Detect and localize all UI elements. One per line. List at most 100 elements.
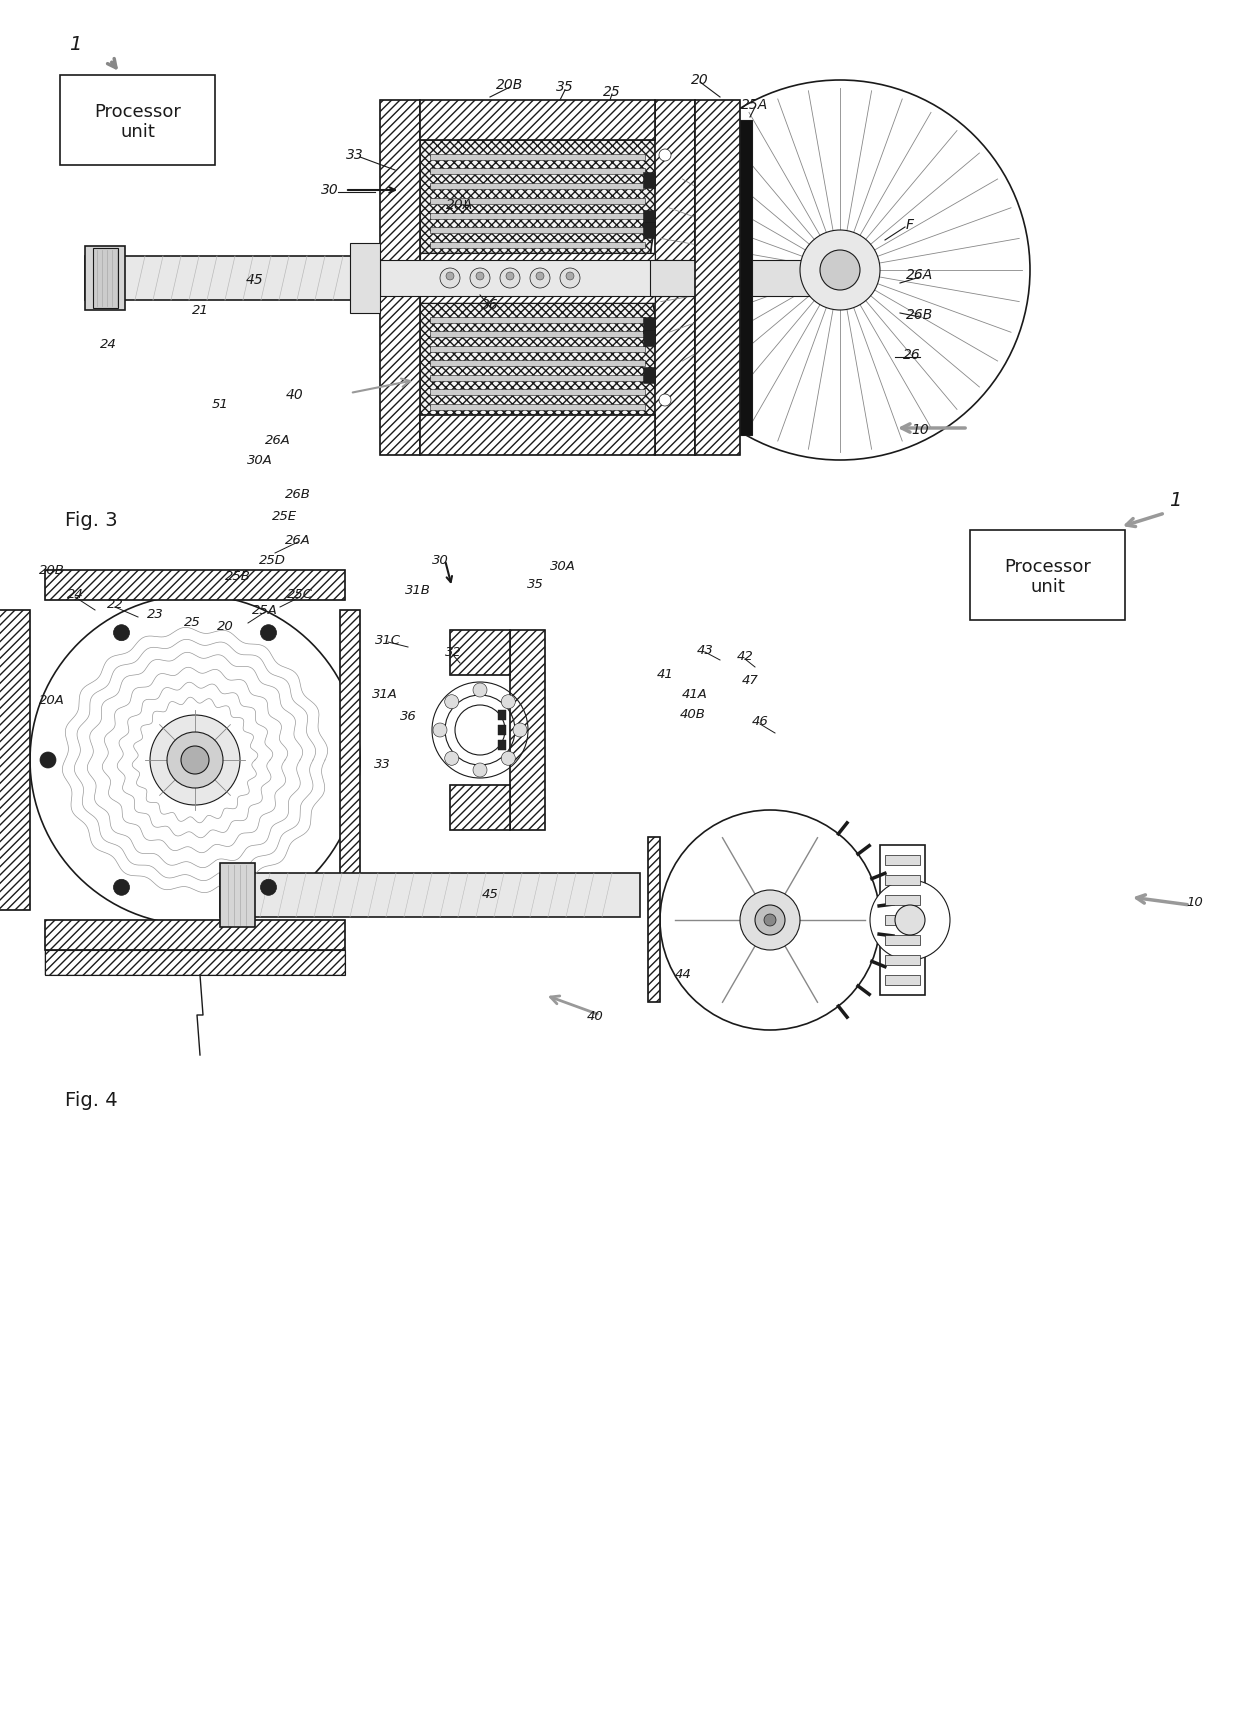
Bar — [430, 227, 645, 232]
Bar — [694, 101, 740, 455]
Bar — [885, 914, 920, 925]
Bar — [420, 141, 655, 253]
Bar — [86, 246, 125, 311]
Circle shape — [114, 880, 129, 895]
Text: 22: 22 — [107, 599, 123, 611]
Text: 26B: 26B — [906, 309, 934, 323]
Circle shape — [181, 746, 210, 774]
Bar — [885, 855, 920, 866]
Text: 20A: 20A — [446, 198, 474, 212]
Circle shape — [536, 272, 544, 279]
Text: 31C: 31C — [374, 633, 401, 647]
Bar — [498, 741, 506, 750]
Text: Fig. 4: Fig. 4 — [64, 1091, 118, 1109]
Bar — [379, 101, 420, 455]
Bar — [420, 415, 655, 455]
Bar — [510, 630, 546, 829]
Circle shape — [500, 267, 520, 288]
Bar — [420, 304, 655, 415]
Bar — [450, 630, 510, 675]
Text: 41A: 41A — [682, 689, 708, 701]
Bar — [45, 951, 345, 975]
Bar — [649, 838, 660, 1003]
Text: unit: unit — [120, 123, 155, 141]
Text: 40B: 40B — [680, 708, 706, 722]
Circle shape — [506, 272, 515, 279]
Text: 30A: 30A — [551, 560, 575, 574]
Text: 1: 1 — [1169, 491, 1182, 510]
Bar — [60, 75, 215, 165]
Text: Fig. 3: Fig. 3 — [64, 510, 118, 529]
Text: 36: 36 — [399, 711, 417, 723]
Text: 20: 20 — [691, 73, 709, 87]
Circle shape — [470, 267, 490, 288]
Bar — [498, 725, 506, 736]
Text: 20B: 20B — [496, 78, 523, 92]
Text: 33: 33 — [346, 147, 363, 161]
Text: 10: 10 — [911, 423, 929, 437]
Bar — [420, 415, 655, 455]
Bar — [45, 571, 345, 600]
Text: 40: 40 — [286, 389, 304, 403]
Text: 46: 46 — [751, 715, 769, 729]
Bar — [430, 361, 645, 366]
Text: 26: 26 — [903, 349, 921, 363]
Text: 30: 30 — [321, 182, 339, 198]
Circle shape — [150, 715, 241, 805]
Circle shape — [30, 595, 360, 925]
Bar — [649, 838, 660, 1003]
Circle shape — [755, 906, 785, 935]
Circle shape — [501, 694, 516, 708]
Text: 21: 21 — [192, 304, 208, 316]
Circle shape — [476, 272, 484, 279]
Text: 45: 45 — [246, 272, 264, 286]
Circle shape — [650, 80, 1030, 460]
Bar — [420, 253, 655, 304]
Text: 31B: 31B — [405, 583, 432, 597]
Text: 40: 40 — [587, 1010, 604, 1024]
Bar — [655, 101, 694, 455]
Bar — [430, 345, 645, 352]
Bar — [0, 611, 30, 909]
Bar — [885, 895, 920, 906]
Circle shape — [740, 890, 800, 951]
Circle shape — [560, 267, 580, 288]
Bar — [430, 154, 645, 160]
Text: 36: 36 — [481, 298, 498, 312]
Text: 26A: 26A — [906, 267, 934, 283]
Circle shape — [565, 272, 574, 279]
Circle shape — [114, 625, 129, 640]
Bar — [45, 951, 345, 975]
Bar — [430, 316, 645, 323]
Text: 51: 51 — [212, 399, 228, 411]
Text: 24: 24 — [99, 338, 117, 352]
Bar — [420, 141, 655, 253]
Text: F: F — [906, 219, 914, 232]
Bar — [880, 845, 925, 994]
Text: 42: 42 — [737, 651, 754, 663]
Text: 25E: 25E — [273, 510, 298, 524]
Circle shape — [440, 267, 460, 288]
Bar — [644, 330, 655, 345]
Bar — [430, 241, 645, 248]
Circle shape — [870, 880, 950, 959]
Circle shape — [660, 810, 880, 1031]
Bar — [350, 243, 379, 312]
Text: 25A: 25A — [742, 97, 769, 113]
Circle shape — [260, 880, 277, 895]
Bar — [45, 920, 345, 951]
Circle shape — [445, 694, 459, 708]
Text: 23: 23 — [146, 609, 164, 621]
Bar — [650, 260, 839, 297]
Bar — [450, 630, 510, 675]
Bar — [219, 873, 640, 918]
Circle shape — [472, 763, 487, 777]
Bar — [430, 331, 645, 337]
Text: 47: 47 — [742, 673, 759, 687]
Circle shape — [895, 906, 925, 935]
Bar — [430, 168, 645, 175]
Circle shape — [529, 267, 551, 288]
Bar — [340, 611, 360, 909]
Bar — [885, 874, 920, 885]
Circle shape — [446, 272, 454, 279]
